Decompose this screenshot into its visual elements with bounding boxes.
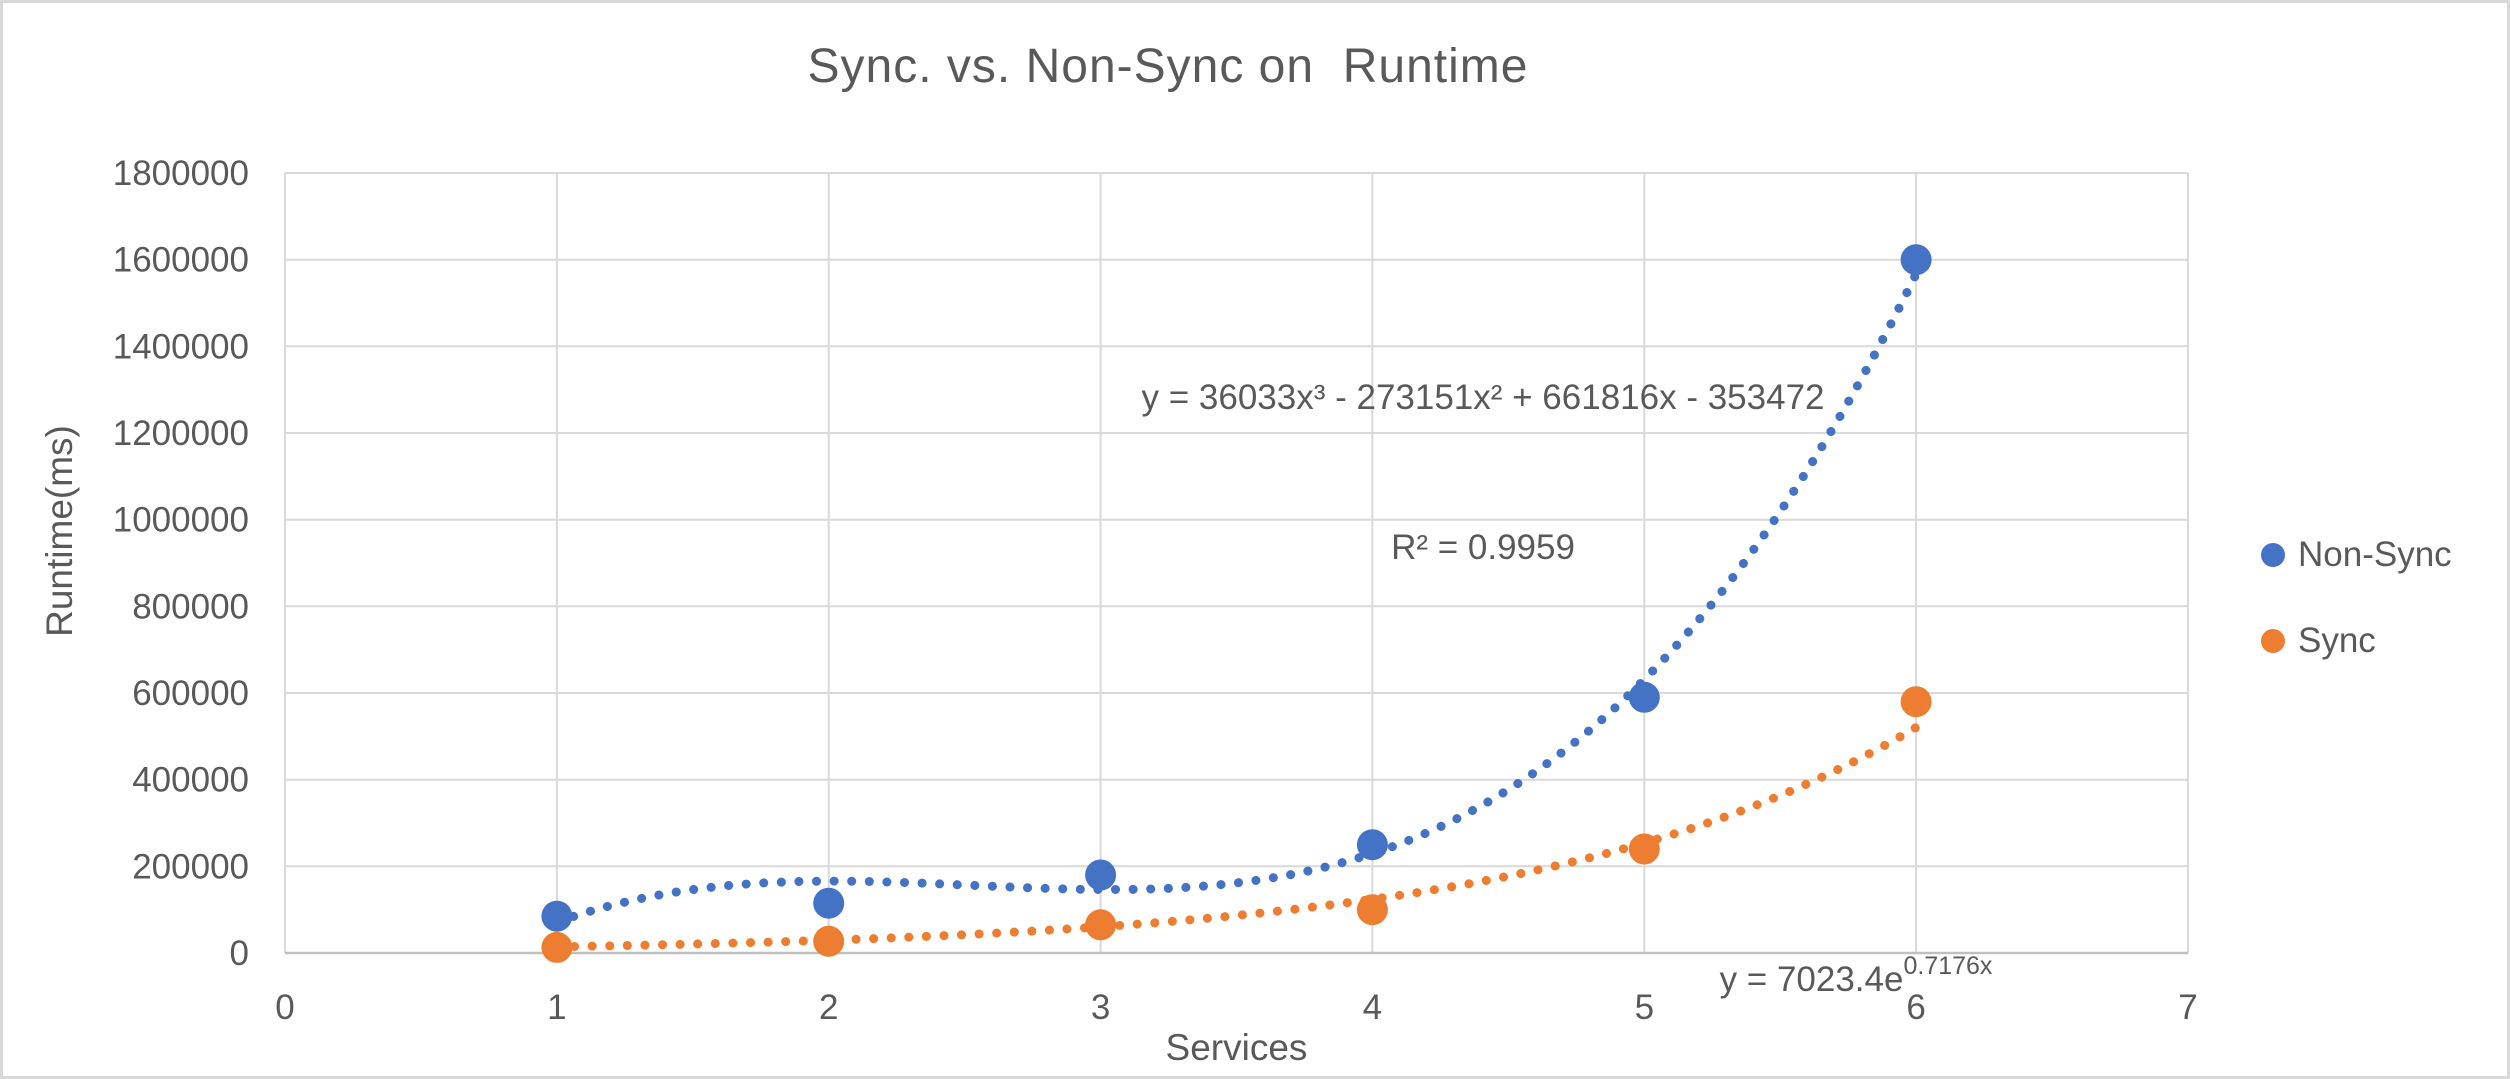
legend-label-non-sync: Non-Sync (2298, 535, 2452, 574)
nonsync-trendline-label: y = 36033x³ - 273151x² + 661816x - 35347… (1142, 273, 1825, 673)
nonsync-r-squared: R² = 0.9959 (1391, 528, 1575, 567)
y-tick-label: 1200000 (113, 414, 249, 453)
y-tick-label: 400000 (132, 761, 249, 800)
y-tick-label: 1600000 (113, 241, 249, 280)
legend-label-sync: Sync (2298, 621, 2376, 660)
data-point-sync[interactable] (813, 925, 845, 957)
sync-trendline-label: y = 7023.4e0.7176x R² = 0.9922 (1720, 841, 1993, 1076)
x-tick-label: 2 (819, 988, 838, 1027)
data-point-non-sync[interactable] (813, 887, 845, 919)
y-tick-label: 1000000 (113, 501, 249, 540)
plot-area: 0 200000 400000 600000 800000 1000000 1200000 1… (113, 154, 2198, 1027)
non-sync-marker-icon (2261, 543, 2285, 567)
data-point-sync[interactable] (1356, 894, 1388, 926)
sync-equation: y = 7023.4e0.7176x (1720, 941, 1993, 1005)
data-point-sync[interactable] (1085, 909, 1117, 941)
y-tick-label: 600000 (132, 674, 249, 713)
data-point-non-sync[interactable] (541, 900, 573, 932)
data-point-sync[interactable] (1628, 833, 1660, 865)
legend: Non-Sync Sync (2261, 535, 2452, 661)
sync-equation-exponent: 0.7176x (1903, 952, 1993, 980)
x-axis-title: Services (1165, 1027, 1308, 1068)
y-axis-title: Runtime(ms) (39, 425, 80, 637)
y-tick-label: 1400000 (113, 327, 249, 366)
data-point-sync[interactable] (1900, 686, 1932, 718)
x-tick-label: 1 (547, 988, 566, 1027)
legend-item-sync[interactable]: Sync (2261, 621, 2452, 661)
sync-marker-icon (2261, 629, 2285, 653)
data-point-non-sync[interactable] (1900, 244, 1932, 276)
y-tick-label: 800000 (132, 587, 249, 626)
sync-equation-base: y = 7023.4e (1719, 960, 1904, 999)
x-tick-label: 7 (2178, 988, 2197, 1027)
x-tick-label: 4 (1363, 988, 1382, 1027)
data-point-non-sync[interactable] (1085, 859, 1117, 891)
trendline-sync (552, 722, 1921, 952)
data-point-non-sync[interactable] (1628, 681, 1660, 713)
data-point-non-sync[interactable] (1356, 829, 1388, 861)
x-tick-label: 6 (1906, 988, 1925, 1027)
data-point-sync[interactable] (541, 931, 573, 963)
y-tick-label: 0 (230, 934, 249, 973)
legend-item-non-sync[interactable]: Non-Sync (2261, 535, 2452, 575)
chart-title: Sync. vs. Non-Sync on Runtime (807, 40, 1529, 93)
trendline-non-sync (552, 269, 1921, 927)
x-tick-label: 5 (1635, 988, 1654, 1027)
y-tick-label: 200000 (132, 847, 249, 886)
nonsync-equation: y = 36033x³ - 273151x² + 661816x - 35347… (1141, 378, 1825, 417)
x-tick-label: 0 (275, 988, 294, 1027)
x-tick-label: 3 (1091, 988, 1110, 1027)
y-tick-label: 1800000 (113, 154, 249, 193)
